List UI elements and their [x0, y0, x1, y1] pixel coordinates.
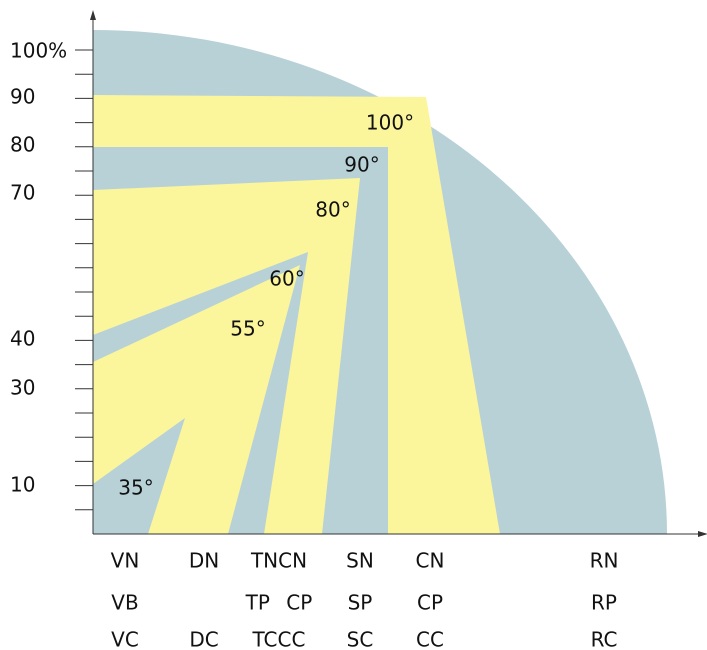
column-label: VC — [111, 628, 139, 650]
yellow-region — [93, 95, 500, 534]
yellow-region — [93, 178, 360, 534]
angle-label: 55° — [230, 317, 265, 341]
column-label: TCCC — [252, 628, 306, 650]
angle-label: 90° — [344, 153, 379, 177]
y-label: 70 — [10, 181, 35, 205]
column-label: VN — [111, 549, 140, 573]
y-label: 90 — [10, 85, 35, 109]
angle-label: 80° — [315, 198, 350, 222]
y-label: 10 — [10, 473, 35, 497]
column-label: VB — [111, 591, 138, 615]
column-label: TP CP — [245, 591, 313, 615]
ticks — [75, 49, 93, 511]
column-label: SC — [347, 628, 374, 650]
column-label: DC — [189, 628, 218, 650]
column-label: RP — [591, 591, 617, 615]
angle-label: 60° — [269, 267, 304, 291]
column-label: CN — [416, 549, 445, 573]
y-label: 80 — [10, 133, 35, 157]
column-label: SN — [346, 549, 374, 573]
column-label: CP — [417, 591, 443, 615]
column-label: CC — [416, 628, 444, 650]
angle-label: 35° — [118, 476, 153, 500]
column-label: RC — [591, 628, 618, 650]
yellow-region — [93, 265, 300, 534]
y-arrow — [90, 10, 96, 20]
x-arrow — [698, 531, 707, 537]
y-label: 30 — [10, 376, 35, 400]
column-label: SP — [348, 591, 373, 615]
angle-label: 100° — [366, 111, 414, 135]
y-label: 40 — [10, 327, 35, 351]
column-label: RN — [590, 549, 619, 573]
labels: 100% 90 80 70 40 30 10 100° 90° 80° 60° 55° 35° VN VB V… — [10, 39, 618, 650]
column-label: DN — [189, 549, 219, 573]
y-label: 100% — [10, 39, 67, 63]
column-label: TNCN — [250, 549, 307, 573]
